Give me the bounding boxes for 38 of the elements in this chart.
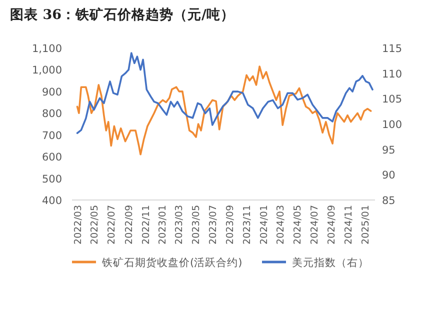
x-tick-label: 2024/07 [309,205,320,244]
x-tick-label: 2024/03 [276,205,287,244]
y2-tick-label: 105 [382,94,402,106]
x-tick-label: 2025/01 [360,205,372,244]
x-tick-label: 2022/09 [124,205,135,244]
x-tick-label: 2022/03 [72,205,84,244]
legend-label: 铁矿石期货收盘价(活跃合约) [101,256,242,269]
y2-tick-label: 85 [382,195,396,207]
y-tick-label: 800 [42,108,62,120]
line-series [76,52,374,134]
x-tick-label: 2024/05 [292,205,304,244]
x-tick-label: 2022/05 [90,205,101,244]
line-series [76,66,372,156]
y2-tick-label: 100 [382,119,402,131]
x-tick-label: 2024/11 [344,205,355,244]
x-tick-label: 2024/01 [258,205,270,244]
y2-tick-label: 95 [382,144,396,156]
y-tick-label: 900 [42,86,62,98]
x-tick-label: 2023/03 [174,205,186,244]
y2-tick-label: 90 [382,170,396,182]
y-tick-label: 1,100 [32,43,62,55]
x-tick-label: 2023/09 [225,205,236,244]
x-tick-label: 2023/05 [190,205,202,244]
chart-title: 图表 36：铁矿石价格趋势（元/吨） [10,6,234,23]
y-tick-label: 500 [42,173,62,186]
x-tick-label: 2023/07 [208,205,219,244]
y-tick-label: 400 [42,195,62,207]
x-tick-label: 2023/11 [242,205,254,244]
x-tick-label: 2024/09 [326,205,338,244]
y2-tick-label: 110 [382,68,402,80]
x-tick-label: 2022/11 [140,205,152,244]
x-tick-label: 2022/07 [106,205,118,244]
legend-label: 美元指数（右） [292,256,369,269]
y-tick-label: 1,000 [32,64,62,77]
y-tick-label: 600 [42,152,62,164]
y2-tick-label: 115 [382,43,402,55]
x-tick-label: 2023/01 [158,205,169,244]
y-tick-label: 700 [42,130,62,142]
